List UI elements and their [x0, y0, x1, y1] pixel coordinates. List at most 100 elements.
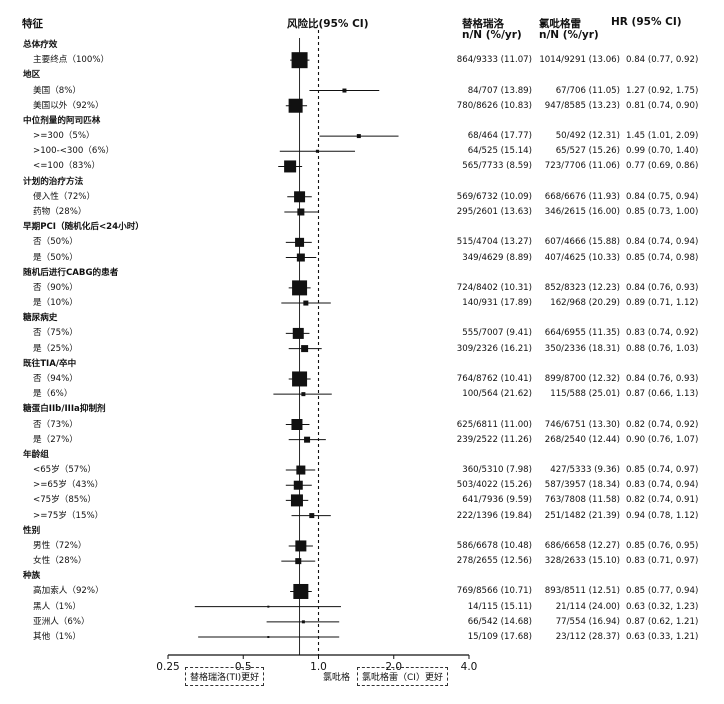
ticagrelor-events: 864/9333 (11.07)	[456, 55, 532, 66]
clopidogrel-events: 328/2633 (15.10)	[544, 556, 620, 567]
category-label: 糖尿病史	[23, 313, 58, 324]
clopidogrel-events: 67/706 (11.05)	[555, 85, 620, 96]
hr-ci-value: 0.85 (0.74, 0.97)	[626, 465, 699, 476]
hr-ci-value: 0.87 (0.66, 1.13)	[626, 389, 699, 400]
clopidogrel-events: 668/6676 (11.93)	[544, 191, 620, 202]
clopidogrel-events: 77/554 (16.94)	[555, 616, 620, 627]
clopidogrel-events: 899/8700 (12.32)	[544, 373, 620, 384]
hr-ci-value: 0.84 (0.75, 0.94)	[626, 191, 699, 202]
clopidogrel-events: 723/7706 (11.06)	[544, 161, 620, 172]
clopidogrel-events: 763/7808 (11.58)	[544, 495, 620, 506]
ticagrelor-events: 565/7733 (8.59)	[462, 161, 532, 172]
hr-ci-value: 0.85 (0.74, 0.98)	[626, 252, 699, 263]
hr-ci-value: 0.84 (0.76, 0.93)	[626, 282, 699, 293]
hr-marker	[315, 149, 319, 153]
category-label: 既往TIA/卒中	[23, 358, 77, 369]
ticagrelor-events: 68/464 (17.77)	[467, 131, 532, 142]
ticagrelor-events: 349/4629 (8.89)	[462, 252, 532, 263]
hr-marker	[288, 98, 303, 113]
category-label: 早期PCI（随机化后<24小时）	[23, 222, 144, 233]
hr-ci-value: 0.84 (0.74, 0.94)	[626, 237, 699, 248]
hr-marker	[304, 436, 311, 443]
category-label: 年龄组	[23, 449, 49, 460]
subgroup-label: 是（6%）	[33, 389, 73, 400]
hr-marker	[295, 540, 307, 552]
header-clopidogrel: 氯吡格雷	[539, 18, 581, 30]
subgroup-label: >=300（5%）	[33, 131, 95, 142]
category-label: 计划的治疗方法	[23, 176, 84, 187]
hr-marker	[294, 191, 306, 203]
favors-clopidogrel-box: 氯吡格雷（CI）更好	[357, 667, 448, 686]
ticagrelor-events: 295/2601 (13.63)	[456, 206, 532, 217]
clopidogrel-events: 746/6751 (13.30)	[544, 419, 620, 430]
subgroup-label: 是（10%）	[33, 298, 78, 309]
hr-ci-value: 0.82 (0.74, 0.91)	[626, 495, 699, 506]
hr-marker	[301, 392, 306, 397]
hr-marker	[293, 480, 303, 490]
hr-ci-value: 0.99 (0.70, 1.40)	[626, 146, 699, 157]
hr-marker	[267, 636, 270, 639]
hr-marker	[290, 494, 303, 507]
hr-ci-value: 0.90 (0.76, 1.07)	[626, 434, 699, 445]
hr-ci-value: 0.84 (0.76, 0.93)	[626, 373, 699, 384]
hr-marker	[297, 208, 305, 216]
header-hazard-ratio: 风险比(95% CI)	[287, 18, 369, 30]
subgroup-label: >=75岁（15%）	[33, 510, 104, 521]
subgroup-label: 亚洲人（6%）	[33, 616, 90, 627]
hr-ci-value: 0.83 (0.74, 0.92)	[626, 328, 699, 339]
clopidogrel-events: 893/8511 (12.51)	[544, 586, 620, 597]
ticagrelor-events: 724/8402 (10.31)	[456, 282, 532, 293]
ticagrelor-events: 100/564 (21.62)	[462, 389, 532, 400]
ticagrelor-events: 503/4022 (15.26)	[456, 480, 532, 491]
clopidogrel-events: 268/2540 (12.44)	[544, 434, 620, 445]
ticagrelor-events: 641/7936 (9.59)	[462, 495, 532, 506]
clopidogrel-events: 427/5333 (9.36)	[550, 465, 620, 476]
ticagrelor-events: 84/707 (13.89)	[467, 85, 532, 96]
clopidogrel-events: 115/588 (25.01)	[550, 389, 620, 400]
subgroup-label: 是（27%）	[33, 434, 78, 445]
header-feature: 特征	[22, 18, 43, 30]
subgroup-label: 是（25%）	[33, 343, 78, 354]
hr-ci-value: 0.83 (0.71, 0.97)	[626, 556, 699, 567]
clopidogrel-events: 686/6658 (12.27)	[544, 540, 620, 551]
hr-ci-value: 0.63 (0.33, 1.21)	[626, 632, 699, 643]
hr-marker	[292, 327, 304, 339]
category-label: 地区	[23, 70, 41, 81]
clopidogrel-events: 1014/9291 (13.06)	[539, 55, 620, 66]
hr-marker	[291, 419, 303, 430]
hr-ci-value: 0.63 (0.32, 1.23)	[626, 601, 699, 612]
ticagrelor-events: 625/6811 (11.00)	[456, 419, 532, 430]
subgroup-label: 高加索人（92%）	[33, 586, 104, 597]
header-nnyr-ticagrelor: n/N (%/yr)	[462, 29, 522, 41]
favors-ticagrelor-box: 替格瑞洛(TI)更好	[185, 667, 265, 686]
category-label: 中位剂量的阿司匹林	[23, 115, 101, 126]
ticagrelor-events: 360/5310 (7.98)	[462, 465, 532, 476]
x-tick-label: 1.0	[310, 661, 327, 673]
hr-ci-value: 1.45 (1.01, 2.09)	[626, 131, 699, 142]
hr-marker	[296, 253, 305, 262]
subgroup-label: 美国（8%）	[33, 85, 82, 96]
category-label: 总体疗效	[23, 40, 58, 50]
hr-marker	[267, 605, 270, 608]
hr-marker	[295, 237, 305, 247]
hr-ci-value: 0.89 (0.71, 1.12)	[626, 298, 699, 309]
subgroup-label: 否（90%）	[33, 282, 78, 293]
clopidogrel-events: 947/8585 (13.23)	[544, 100, 620, 111]
hr-ci-value: 0.85 (0.73, 1.00)	[626, 206, 699, 217]
ticagrelor-events: 278/2655 (12.56)	[456, 556, 532, 567]
hr-ci-value: 0.94 (0.78, 1.12)	[626, 510, 699, 521]
clopidogrel-events: 587/3957 (18.34)	[544, 480, 620, 491]
ticagrelor-events: 780/8626 (10.83)	[456, 100, 532, 111]
category-label: 随机后进行CABG的患者	[23, 267, 119, 278]
subgroup-label: <65岁（57%）	[33, 465, 97, 476]
hr-marker	[309, 513, 315, 519]
subgroup-label: 侵入性（72%）	[33, 191, 96, 202]
hr-marker	[301, 345, 309, 353]
x-tick-label: 4.0	[461, 661, 478, 673]
hr-ci-value: 0.85 (0.77, 0.94)	[626, 586, 699, 597]
ticagrelor-events: 515/4704 (13.27)	[456, 237, 532, 248]
ticagrelor-events: 140/931 (17.89)	[462, 298, 532, 309]
hr-ci-value: 0.83 (0.74, 0.94)	[626, 480, 699, 491]
